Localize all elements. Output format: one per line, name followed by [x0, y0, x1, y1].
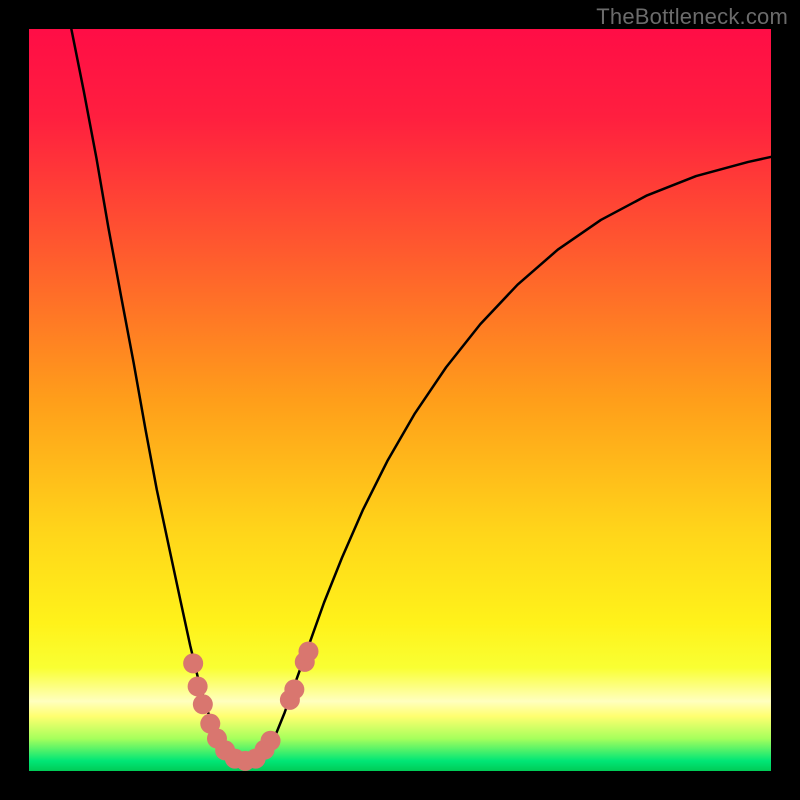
marker-dot: [298, 641, 318, 661]
chart-svg: [0, 0, 800, 800]
marker-dot: [261, 731, 281, 751]
marker-dot: [183, 653, 203, 673]
chart-stage: TheBottleneck.com: [0, 0, 800, 800]
marker-dot: [284, 679, 304, 699]
marker-dot: [188, 676, 208, 696]
marker-dot: [193, 694, 213, 714]
